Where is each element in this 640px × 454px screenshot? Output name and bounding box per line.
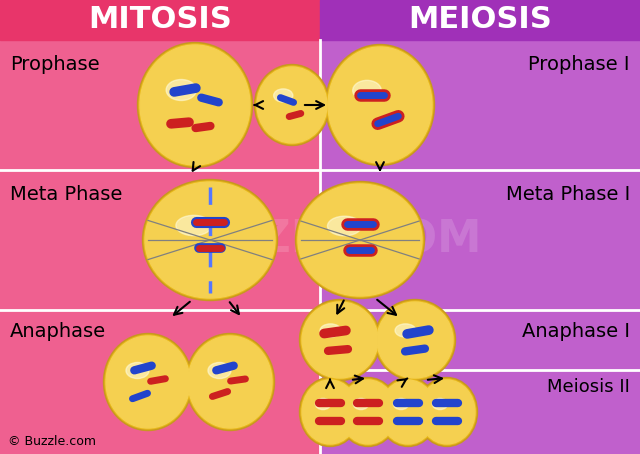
Ellipse shape bbox=[274, 89, 293, 102]
Ellipse shape bbox=[432, 399, 448, 410]
Ellipse shape bbox=[337, 377, 399, 446]
Ellipse shape bbox=[326, 44, 435, 166]
Ellipse shape bbox=[379, 379, 437, 445]
Text: Anaphase: Anaphase bbox=[10, 322, 106, 341]
Ellipse shape bbox=[353, 399, 369, 410]
Text: Prophase I: Prophase I bbox=[529, 55, 630, 74]
Ellipse shape bbox=[296, 182, 424, 298]
Text: © Buzzle.com: © Buzzle.com bbox=[8, 435, 96, 448]
Ellipse shape bbox=[126, 362, 149, 379]
Ellipse shape bbox=[300, 300, 381, 380]
Ellipse shape bbox=[257, 67, 327, 143]
Ellipse shape bbox=[395, 324, 416, 337]
Text: Anaphase I: Anaphase I bbox=[522, 322, 630, 341]
Ellipse shape bbox=[374, 300, 456, 380]
Text: Meta Phase I: Meta Phase I bbox=[506, 185, 630, 204]
Ellipse shape bbox=[320, 324, 341, 337]
Ellipse shape bbox=[353, 80, 381, 101]
Ellipse shape bbox=[339, 379, 397, 445]
Bar bbox=[320, 0, 640, 454]
Text: Meiosis II: Meiosis II bbox=[547, 378, 630, 396]
Ellipse shape bbox=[143, 179, 278, 301]
Ellipse shape bbox=[328, 47, 432, 163]
Ellipse shape bbox=[394, 399, 409, 410]
Ellipse shape bbox=[300, 377, 360, 446]
Ellipse shape bbox=[256, 66, 328, 144]
Ellipse shape bbox=[139, 44, 251, 166]
Ellipse shape bbox=[417, 377, 477, 446]
Ellipse shape bbox=[138, 43, 253, 168]
Bar bbox=[0, 0, 320, 40]
Ellipse shape bbox=[104, 334, 193, 430]
Ellipse shape bbox=[419, 380, 475, 444]
Bar bbox=[0, 0, 320, 454]
Ellipse shape bbox=[378, 377, 438, 446]
Text: MITOSIS: MITOSIS bbox=[88, 5, 232, 35]
Ellipse shape bbox=[301, 301, 379, 379]
Ellipse shape bbox=[377, 302, 453, 378]
Ellipse shape bbox=[380, 380, 436, 444]
Ellipse shape bbox=[376, 301, 454, 379]
Ellipse shape bbox=[186, 334, 275, 430]
Ellipse shape bbox=[255, 64, 330, 145]
Ellipse shape bbox=[144, 181, 276, 299]
Ellipse shape bbox=[340, 380, 396, 444]
Ellipse shape bbox=[298, 184, 422, 296]
Ellipse shape bbox=[208, 362, 231, 379]
Ellipse shape bbox=[328, 216, 362, 236]
Text: BUZZLE.COM: BUZZLE.COM bbox=[157, 218, 483, 262]
Ellipse shape bbox=[166, 79, 196, 100]
Ellipse shape bbox=[188, 336, 272, 428]
Ellipse shape bbox=[106, 336, 190, 428]
Ellipse shape bbox=[105, 335, 191, 429]
Ellipse shape bbox=[297, 183, 423, 297]
Ellipse shape bbox=[176, 215, 212, 236]
Ellipse shape bbox=[418, 379, 476, 445]
Ellipse shape bbox=[301, 379, 359, 445]
Text: Meta Phase: Meta Phase bbox=[10, 185, 122, 204]
Bar bbox=[320, 0, 640, 40]
Ellipse shape bbox=[302, 302, 378, 378]
Ellipse shape bbox=[327, 46, 433, 164]
Ellipse shape bbox=[316, 399, 331, 410]
Ellipse shape bbox=[140, 45, 250, 165]
Ellipse shape bbox=[302, 380, 358, 444]
Text: MEIOSIS: MEIOSIS bbox=[408, 5, 552, 35]
Text: Prophase: Prophase bbox=[10, 55, 100, 74]
Ellipse shape bbox=[145, 182, 275, 298]
Ellipse shape bbox=[187, 335, 273, 429]
